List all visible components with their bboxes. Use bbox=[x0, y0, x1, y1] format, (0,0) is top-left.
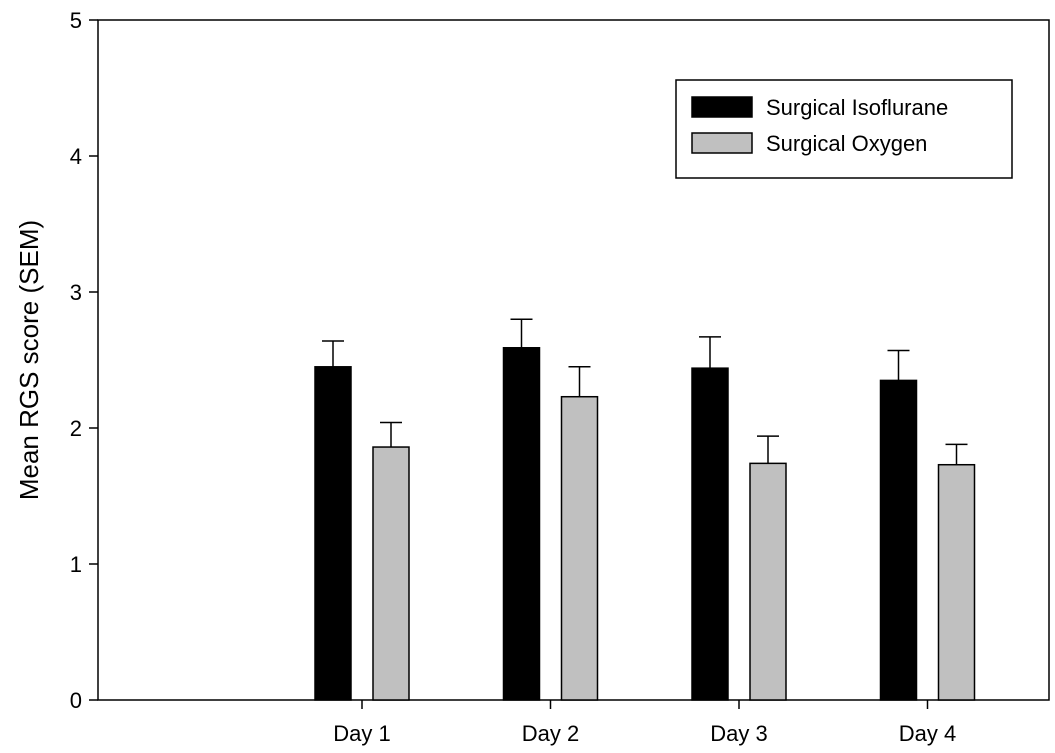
y-axis-title: Mean RGS score (SEM) bbox=[14, 220, 44, 500]
legend-swatch-isoflurane bbox=[691, 96, 753, 118]
legend-label-oxygen: Surgical Oxygen bbox=[766, 131, 927, 156]
y-tick-label: 4 bbox=[70, 144, 82, 169]
bar-oxygen bbox=[937, 463, 976, 701]
bar-isoflurane bbox=[691, 367, 729, 701]
bar-isoflurane bbox=[879, 379, 918, 701]
y-tick-label: 1 bbox=[70, 552, 82, 577]
x-tick-label: Day 2 bbox=[522, 721, 579, 746]
bar-oxygen bbox=[372, 446, 410, 701]
legend-label-isoflurane: Surgical Isoflurane bbox=[766, 95, 948, 120]
bar-isoflurane bbox=[314, 366, 352, 701]
bar-isoflurane bbox=[502, 347, 541, 701]
bar-oxygen bbox=[749, 462, 787, 701]
y-tick-label: 2 bbox=[70, 416, 82, 441]
y-tick-label: 5 bbox=[70, 8, 82, 33]
plot-area: 0 1 2 3 4 5 Day 1 Day 2 Day 3 Day 4 Surgical Isofl… bbox=[70, 8, 1050, 746]
y-tick-label: 0 bbox=[70, 688, 82, 713]
x-tick-label: Day 3 bbox=[710, 721, 767, 746]
y-tick-label: 3 bbox=[70, 280, 82, 305]
x-tick-label: Day 1 bbox=[333, 721, 390, 746]
bar-oxygen bbox=[560, 395, 599, 701]
legend-swatch-oxygen bbox=[691, 132, 753, 154]
x-tick-label: Day 4 bbox=[899, 721, 956, 746]
